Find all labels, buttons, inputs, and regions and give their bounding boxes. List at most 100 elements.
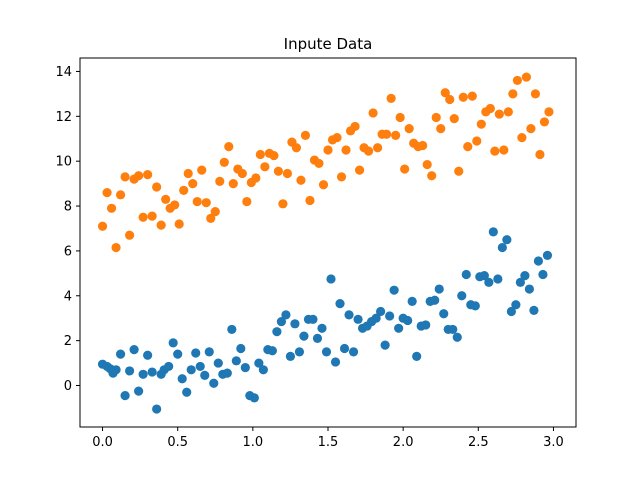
series-2-point (273, 166, 283, 176)
series-2-point (102, 187, 112, 198)
series-1-point (227, 324, 237, 335)
series-2-point (530, 89, 541, 99)
series-2-point (431, 112, 441, 123)
series-1-point (488, 227, 498, 237)
series-2-point (291, 143, 302, 153)
series-2-point (490, 146, 500, 156)
series-1-point (299, 331, 309, 341)
series-2-point (174, 219, 184, 229)
series-1-point (254, 358, 264, 368)
series-1-point (470, 301, 480, 311)
series-1-point (312, 333, 323, 343)
series-2-point (210, 207, 220, 217)
x-tick-label: 3.0 (543, 435, 564, 450)
series-1-point (448, 324, 458, 335)
series-2-point (143, 170, 153, 180)
series-2-point (332, 133, 342, 143)
series-1-point (317, 323, 327, 333)
series-2-point (255, 149, 265, 160)
x-tick-label: 1.5 (318, 435, 339, 450)
series-1-point (403, 315, 413, 326)
series-1-point (461, 269, 471, 280)
series-2-point (152, 182, 162, 192)
series-2-point (260, 162, 270, 172)
series-2-point (134, 171, 144, 181)
series-2-point (147, 211, 157, 221)
series-1-point (143, 350, 153, 360)
ticks-layer: 0.0 0.5 1.0 1.5 2.0 2.5 3.0 0 2 4 6 8 10 12 14 (55, 65, 563, 450)
series-2-point (161, 194, 171, 204)
series-2-point (224, 142, 234, 152)
series-1-point (520, 270, 530, 281)
series-1-point (240, 362, 250, 373)
series-1-point (258, 365, 268, 375)
series-2-point (318, 180, 329, 190)
series-1-point (200, 370, 210, 381)
series-1-point (335, 299, 345, 309)
series-2-point (508, 89, 518, 99)
series-2-point (386, 93, 396, 103)
series-2-point (476, 119, 486, 129)
series-2-point (454, 166, 464, 176)
series-2-point (363, 146, 374, 156)
y-tick-label: 12 (55, 110, 72, 125)
series-1-point (213, 358, 223, 368)
x-tick-label: 2.0 (393, 435, 414, 450)
series-2-point (521, 72, 532, 82)
series-2-point (278, 199, 288, 209)
y-tick-label: 2 (64, 334, 72, 349)
series-2-point (336, 172, 347, 182)
series-1-point (394, 323, 404, 333)
series-1-point (493, 274, 503, 284)
series-2-point (188, 179, 198, 189)
series-1-point (152, 404, 162, 414)
series-1-point (538, 269, 548, 280)
series-2-point (440, 88, 450, 98)
series-2-point (427, 171, 437, 181)
series-2-point (400, 164, 410, 174)
series-1-point (502, 235, 512, 245)
series-2-point (170, 200, 180, 210)
y-tick-label: 0 (64, 379, 72, 394)
series-1-point (236, 343, 246, 354)
series-2-point (115, 190, 126, 200)
series-2-point (463, 142, 473, 152)
series-1-point (195, 361, 205, 372)
series-1-point (191, 348, 201, 358)
series-2-point (467, 91, 477, 101)
series-2-point (368, 108, 378, 118)
y-tick-label: 14 (55, 65, 72, 80)
series-1-point (497, 242, 507, 253)
y-tick-label: 8 (64, 200, 72, 215)
series-2-point (197, 165, 207, 175)
series-2-point (219, 157, 229, 167)
series-1-point (267, 346, 277, 356)
series-2-point (499, 145, 509, 155)
series-2-point (183, 168, 193, 179)
series-1-point (484, 277, 494, 287)
y-tick-label: 4 (64, 289, 72, 304)
series-1-point (506, 306, 516, 317)
series-2-point (179, 185, 189, 195)
series-2-point (436, 124, 446, 134)
series-1-point (452, 332, 462, 342)
series-1-point (421, 320, 431, 330)
series-2-point (305, 195, 315, 206)
series-2-point (350, 121, 360, 132)
series-2-point (517, 133, 527, 143)
series-1-point (430, 295, 440, 305)
series-2-point (382, 129, 392, 139)
series-1-point (434, 284, 444, 294)
y-tick-label: 10 (55, 155, 72, 170)
series-1-point (457, 291, 467, 301)
x-tick-label: 1.0 (243, 435, 264, 450)
series-1-point (290, 319, 300, 329)
series-2-point (395, 112, 405, 123)
series-2-point (418, 140, 428, 151)
series-1-point (276, 316, 287, 327)
series-2-point (535, 149, 545, 160)
axes-frame (79, 57, 577, 428)
x-tick-label: 2.5 (468, 435, 489, 450)
series-2-point (228, 179, 238, 189)
